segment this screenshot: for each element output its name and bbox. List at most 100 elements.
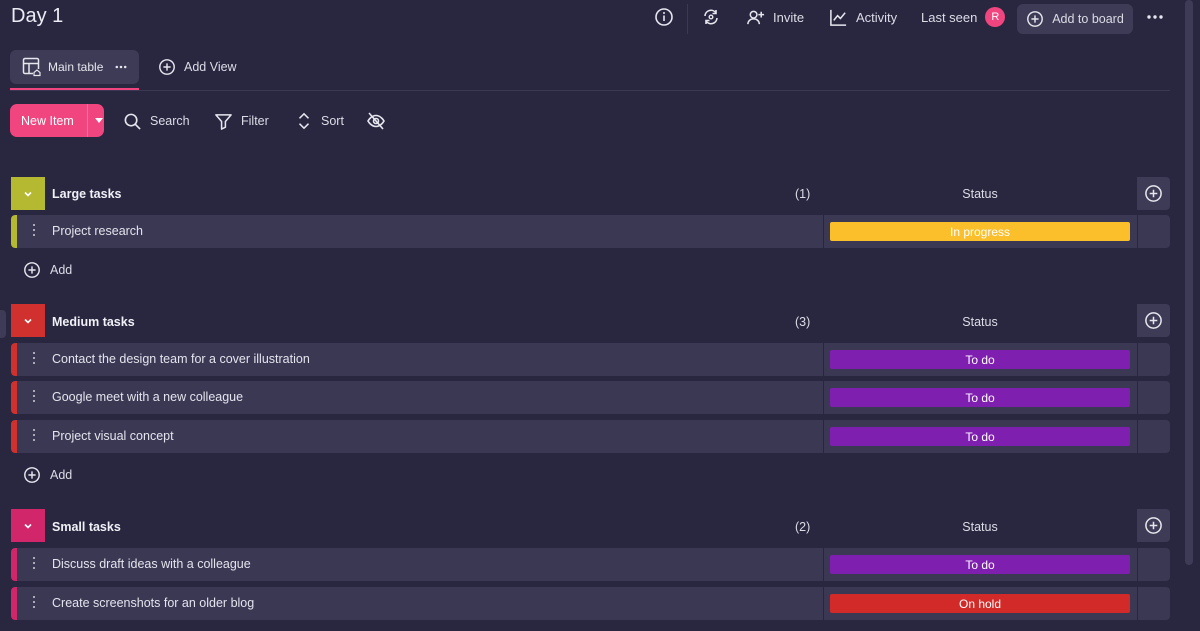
add-item-label: Add xyxy=(50,263,73,277)
invite-button[interactable]: Invite xyxy=(746,4,804,30)
item-name[interactable]: Project research xyxy=(52,224,144,238)
group-count: (3) xyxy=(795,315,811,329)
table-row[interactable]: Discuss draft ideas with a colleague To … xyxy=(11,548,1170,581)
group-title[interactable]: Large tasks xyxy=(52,187,122,201)
status-pill[interactable]: To do xyxy=(830,388,1130,407)
status-pill[interactable]: To do xyxy=(830,427,1130,446)
add-column-button[interactable] xyxy=(1137,304,1170,337)
chevron-down-icon xyxy=(24,318,32,324)
column-divider xyxy=(1137,215,1138,248)
board-title[interactable]: Day 1 xyxy=(11,5,64,27)
filter-label: Filter xyxy=(241,114,269,128)
row-menu-icon[interactable] xyxy=(32,224,36,238)
table-row[interactable]: Create screenshots for an older blog On … xyxy=(11,587,1170,620)
hide-columns-button[interactable] xyxy=(366,110,386,132)
status-pill[interactable]: In progress xyxy=(830,222,1130,241)
table-home-icon xyxy=(22,57,41,77)
sort-icon xyxy=(298,112,310,130)
vertical-scrollbar[interactable] xyxy=(1185,0,1193,565)
last-seen-button[interactable]: Last seen R xyxy=(921,4,1006,30)
plus-circle-icon xyxy=(1145,185,1162,202)
info-icon xyxy=(655,8,673,26)
table-row[interactable]: Contact the design team for a cover illu… xyxy=(11,343,1170,376)
column-divider xyxy=(823,548,824,581)
activity-label: Activity xyxy=(856,9,898,25)
group-color-stripe xyxy=(11,381,17,414)
tabs-divider xyxy=(10,90,1170,91)
item-name[interactable]: Google meet with a new colleague xyxy=(52,390,244,404)
row-menu-icon[interactable] xyxy=(32,390,36,404)
item-name[interactable]: Create screenshots for an older blog xyxy=(52,596,255,610)
plus-circle-icon xyxy=(1145,312,1162,329)
add-item-label: Add xyxy=(50,468,73,482)
automations-button[interactable] xyxy=(701,4,721,30)
filter-button[interactable]: Filter xyxy=(214,110,269,132)
split-divider xyxy=(87,104,88,137)
tab-main-table[interactable]: Main table xyxy=(10,50,139,84)
group-title[interactable]: Medium tasks xyxy=(52,315,135,329)
table-row[interactable]: Project visual concept To do xyxy=(11,420,1170,453)
tab-main-table-label: Main table xyxy=(48,60,104,74)
add-user-icon xyxy=(747,10,765,24)
more-options-button[interactable] xyxy=(1145,4,1165,30)
add-to-board-label: Add to board xyxy=(1052,12,1124,26)
chevron-down-icon[interactable] xyxy=(95,118,103,123)
plus-circle-icon xyxy=(1027,11,1044,27)
row-menu-icon[interactable] xyxy=(32,596,36,610)
chevron-down-icon xyxy=(24,523,32,529)
search-button[interactable]: Search xyxy=(123,110,190,132)
sync-icon xyxy=(704,9,718,25)
status-pill[interactable]: To do xyxy=(830,555,1130,574)
row-menu-icon[interactable] xyxy=(32,352,36,366)
group-color-stripe xyxy=(11,343,17,376)
plus-circle-icon xyxy=(1145,517,1162,534)
avatar: R xyxy=(985,7,1006,27)
add-item-button[interactable]: Add xyxy=(23,464,72,486)
filter-icon xyxy=(215,113,232,130)
status-column-header[interactable]: Status xyxy=(962,520,998,534)
status-pill[interactable]: On hold xyxy=(830,594,1130,613)
column-divider xyxy=(823,381,824,414)
plus-circle-icon xyxy=(24,467,40,483)
item-name[interactable]: Project visual concept xyxy=(52,429,174,443)
more-horizontal-icon[interactable] xyxy=(114,60,128,74)
item-name[interactable]: Discuss draft ideas with a colleague xyxy=(52,557,251,571)
active-tab-indicator xyxy=(10,88,139,90)
status-column-header[interactable]: Status xyxy=(962,187,998,201)
add-column-button[interactable] xyxy=(1137,509,1170,542)
plus-circle-icon xyxy=(159,59,175,75)
add-view-label: Add View xyxy=(184,60,237,74)
group-toggle-large[interactable] xyxy=(11,177,45,210)
status-column-header[interactable]: Status xyxy=(962,315,998,329)
group-toggle-small[interactable] xyxy=(11,509,45,542)
activity-button[interactable]: Activity xyxy=(829,4,897,30)
info-button[interactable] xyxy=(654,4,674,30)
invite-label: Invite xyxy=(773,9,805,25)
eye-off-icon xyxy=(367,112,385,130)
row-menu-icon[interactable] xyxy=(32,429,36,443)
sidebar-expand-handle[interactable] xyxy=(0,310,6,338)
group-title[interactable]: Small tasks xyxy=(52,520,121,534)
item-name[interactable]: Contact the design team for a cover illu… xyxy=(52,352,310,366)
sort-button[interactable]: Sort xyxy=(295,110,344,132)
row-menu-icon[interactable] xyxy=(32,557,36,571)
add-to-board-button[interactable]: Add to board xyxy=(1017,4,1133,34)
group-toggle-medium[interactable] xyxy=(11,304,45,337)
table-row[interactable]: Google meet with a new colleague To do xyxy=(11,381,1170,414)
add-view-button[interactable]: Add View xyxy=(158,56,237,78)
chart-line-icon xyxy=(830,9,847,26)
new-item-button[interactable]: New Item xyxy=(10,104,104,137)
header-divider xyxy=(687,4,688,34)
add-column-button[interactable] xyxy=(1137,177,1170,210)
table-row[interactable]: Project research In progress xyxy=(11,215,1170,248)
column-divider xyxy=(823,420,824,453)
group-color-stripe xyxy=(11,420,17,453)
add-item-button[interactable]: Add xyxy=(23,259,72,281)
plus-circle-icon xyxy=(24,262,40,278)
chevron-down-icon xyxy=(24,191,32,197)
group-color-stripe xyxy=(11,587,17,620)
group-count: (1) xyxy=(795,187,811,201)
sort-label: Sort xyxy=(321,114,344,128)
status-pill[interactable]: To do xyxy=(830,350,1130,369)
column-divider xyxy=(1137,548,1138,581)
